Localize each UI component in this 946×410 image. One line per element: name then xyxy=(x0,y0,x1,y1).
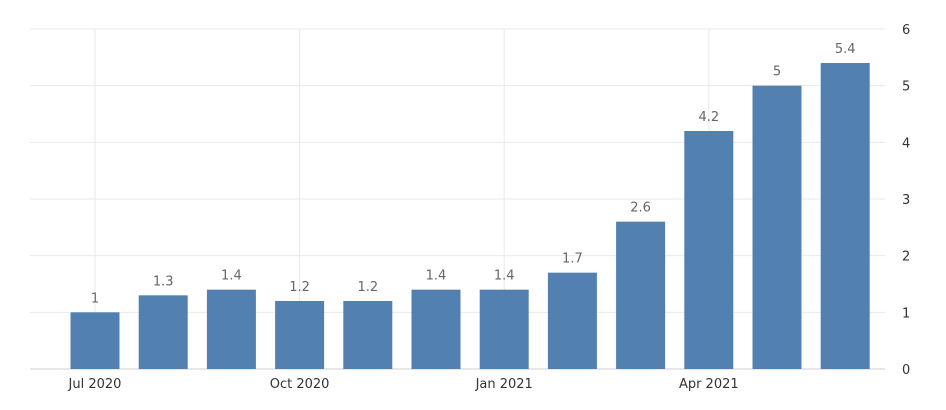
y-axis: 0 1 2 3 4 5 6 xyxy=(902,23,910,378)
bar-value-label: 1.7 xyxy=(562,252,583,267)
x-tick-label: Jul 2020 xyxy=(68,377,122,392)
bar[interactable] xyxy=(479,289,529,369)
bar[interactable] xyxy=(616,221,666,369)
bar-value-label: 1.4 xyxy=(426,269,447,284)
x-tick-label: Apr 2021 xyxy=(679,377,739,392)
bar[interactable] xyxy=(547,272,597,369)
bar-value-label: 5 xyxy=(773,65,781,80)
y-tick-label: 6 xyxy=(902,23,910,38)
bar[interactable] xyxy=(138,295,188,369)
y-tick-label: 3 xyxy=(902,193,910,208)
bar[interactable] xyxy=(411,289,461,369)
bar[interactable] xyxy=(70,312,120,369)
bar-value-label: 1.4 xyxy=(494,269,515,284)
y-tick-label: 5 xyxy=(902,80,910,95)
x-axis: Jul 2020 Oct 2020 Jan 2021 Apr 2021 xyxy=(68,377,739,392)
bar-value-label: 1.4 xyxy=(221,269,242,284)
y-tick-label: 2 xyxy=(902,250,910,265)
bar-value-label: 1.2 xyxy=(357,280,378,295)
y-tick-label: 1 xyxy=(902,306,910,321)
bar-value-label: 1.3 xyxy=(153,274,174,289)
bar-value-label: 4.2 xyxy=(698,110,719,125)
y-tick-label: 0 xyxy=(902,363,910,378)
bar[interactable] xyxy=(206,289,256,369)
bar[interactable] xyxy=(820,63,870,369)
bars xyxy=(70,63,870,370)
bar[interactable] xyxy=(343,301,393,369)
y-tick-label: 4 xyxy=(902,136,910,151)
bar[interactable] xyxy=(752,85,802,370)
bar-value-label: 1.2 xyxy=(289,280,310,295)
x-tick-label: Oct 2020 xyxy=(270,377,330,392)
bar-value-label: 5.4 xyxy=(835,42,856,57)
data-labels: 1 1.3 1.4 1.2 1.2 1.4 1.4 1.7 2.6 4.2 5 5.4 xyxy=(91,42,856,306)
bar-value-label: 2.6 xyxy=(630,201,651,216)
bar-value-label: 1 xyxy=(91,291,99,306)
bar[interactable] xyxy=(275,301,325,369)
x-tick-label: Jan 2021 xyxy=(475,377,533,392)
bar[interactable] xyxy=(684,131,734,369)
